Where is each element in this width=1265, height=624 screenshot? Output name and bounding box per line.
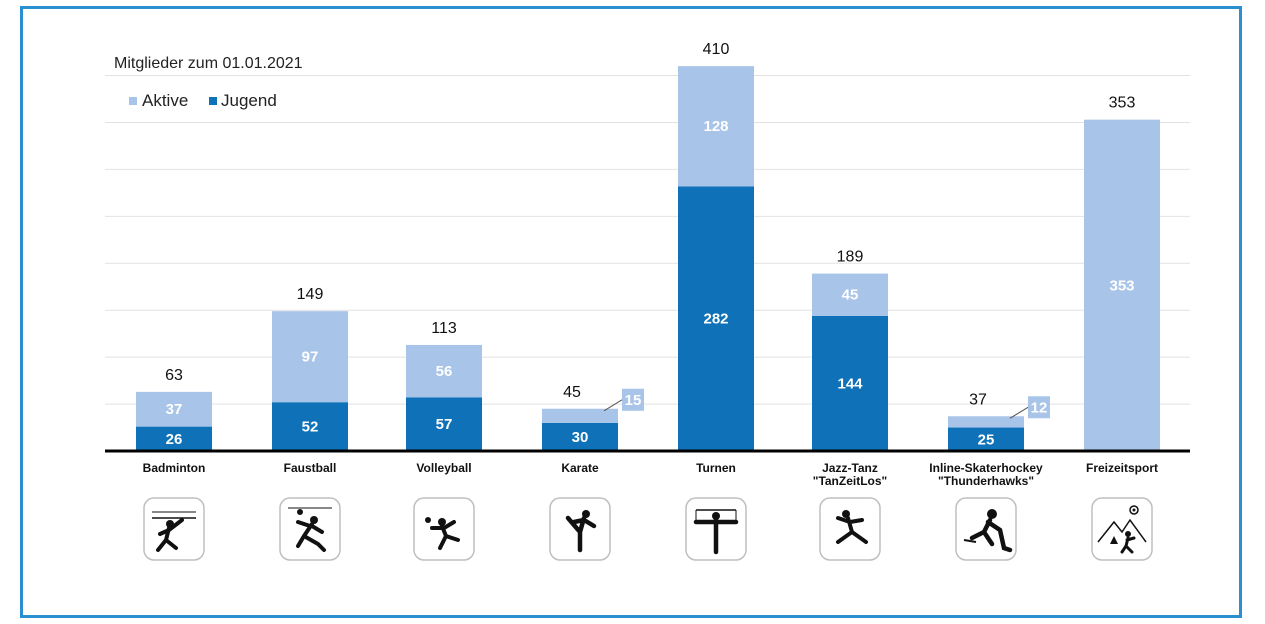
gridlines — [105, 75, 1190, 405]
bar-jugend — [542, 422, 618, 451]
chart-frame — [20, 6, 1242, 618]
legend: Aktive Jugend — [129, 91, 277, 110]
labels: 26 37 63 Badminton 52 97 149 Faustball 57 56 113 Vo… — [143, 41, 1158, 488]
total-label: 149 — [297, 286, 324, 303]
value-label-jugend: 52 — [302, 419, 319, 436]
value-label-jugend: 282 — [703, 311, 728, 328]
category-label: Freizeitsport — [1086, 461, 1158, 475]
callout-box — [622, 388, 644, 411]
legend-swatch-jugend — [209, 97, 217, 105]
value-label-aktive: 15 — [625, 392, 642, 409]
legend-swatch-aktive — [129, 97, 137, 105]
value-label-aktive: 37 — [166, 401, 183, 418]
bar-jugend — [812, 315, 888, 451]
bar-aktive — [406, 344, 482, 398]
gymnastics-icon — [685, 497, 747, 561]
category-label: "TanZeitLos" — [813, 474, 888, 488]
total-label: 113 — [431, 320, 457, 337]
value-label-jugend: 57 — [436, 416, 453, 433]
category-label: Karate — [561, 461, 599, 475]
value-label-aktive: 56 — [436, 363, 453, 380]
total-label: 37 — [969, 391, 987, 408]
category-label: Volleyball — [416, 461, 471, 475]
bar-jugend — [136, 426, 212, 451]
bar-aktive — [678, 66, 754, 187]
karate-icon — [549, 497, 611, 561]
bar-jugend — [272, 402, 348, 451]
value-label-aktive: 97 — [302, 349, 319, 366]
value-label-jugend: 26 — [166, 431, 183, 448]
category-label: Turnen — [696, 461, 736, 475]
value-label-aktive: 12 — [1031, 399, 1048, 416]
bar-aktive — [948, 416, 1024, 428]
total-label: 410 — [703, 41, 730, 58]
value-label-jugend: 30 — [572, 429, 589, 446]
category-label: Badminton — [143, 461, 206, 475]
bar-aktive — [812, 273, 888, 316]
bars — [136, 66, 1160, 451]
inline-hockey-icon — [955, 497, 1017, 561]
bar-jugend — [948, 427, 1024, 451]
category-label: Jazz-Tanz — [822, 461, 878, 475]
bar-aktive — [1084, 119, 1160, 451]
bar-aktive — [272, 311, 348, 403]
value-label-aktive: 353 — [1109, 277, 1134, 294]
legend-label-jugend: Jugend — [221, 91, 277, 110]
callout-box — [1028, 396, 1050, 419]
total-label: 353 — [1109, 95, 1136, 112]
callout-line — [1009, 406, 1029, 419]
bar-jugend — [406, 397, 482, 451]
faustball-icon — [279, 497, 341, 561]
total-label: 63 — [165, 367, 183, 384]
value-label-jugend: 25 — [978, 431, 995, 448]
category-label: "Thunderhawks" — [938, 474, 1034, 488]
total-label: 189 — [837, 249, 864, 266]
bar-aktive — [542, 408, 618, 423]
total-label: 45 — [563, 384, 581, 401]
sport-icons — [143, 497, 1153, 561]
value-label-aktive: 45 — [842, 287, 859, 304]
callout-line — [603, 399, 623, 412]
volleyball-icon — [413, 497, 475, 561]
jazz-dance-icon — [819, 497, 881, 561]
value-label-aktive: 128 — [703, 118, 728, 135]
legend-label-aktive: Aktive — [142, 91, 188, 110]
badminton-icon — [143, 497, 205, 561]
leisure-sport-icon — [1091, 497, 1153, 561]
bar-jugend — [678, 186, 754, 451]
chart-title: Mitglieder zum 01.01.2021 — [114, 55, 303, 72]
category-label: Faustball — [284, 461, 337, 475]
category-label: Inline-Skaterhockey — [929, 461, 1043, 475]
value-label-jugend: 144 — [837, 375, 863, 392]
bar-aktive — [136, 391, 212, 427]
